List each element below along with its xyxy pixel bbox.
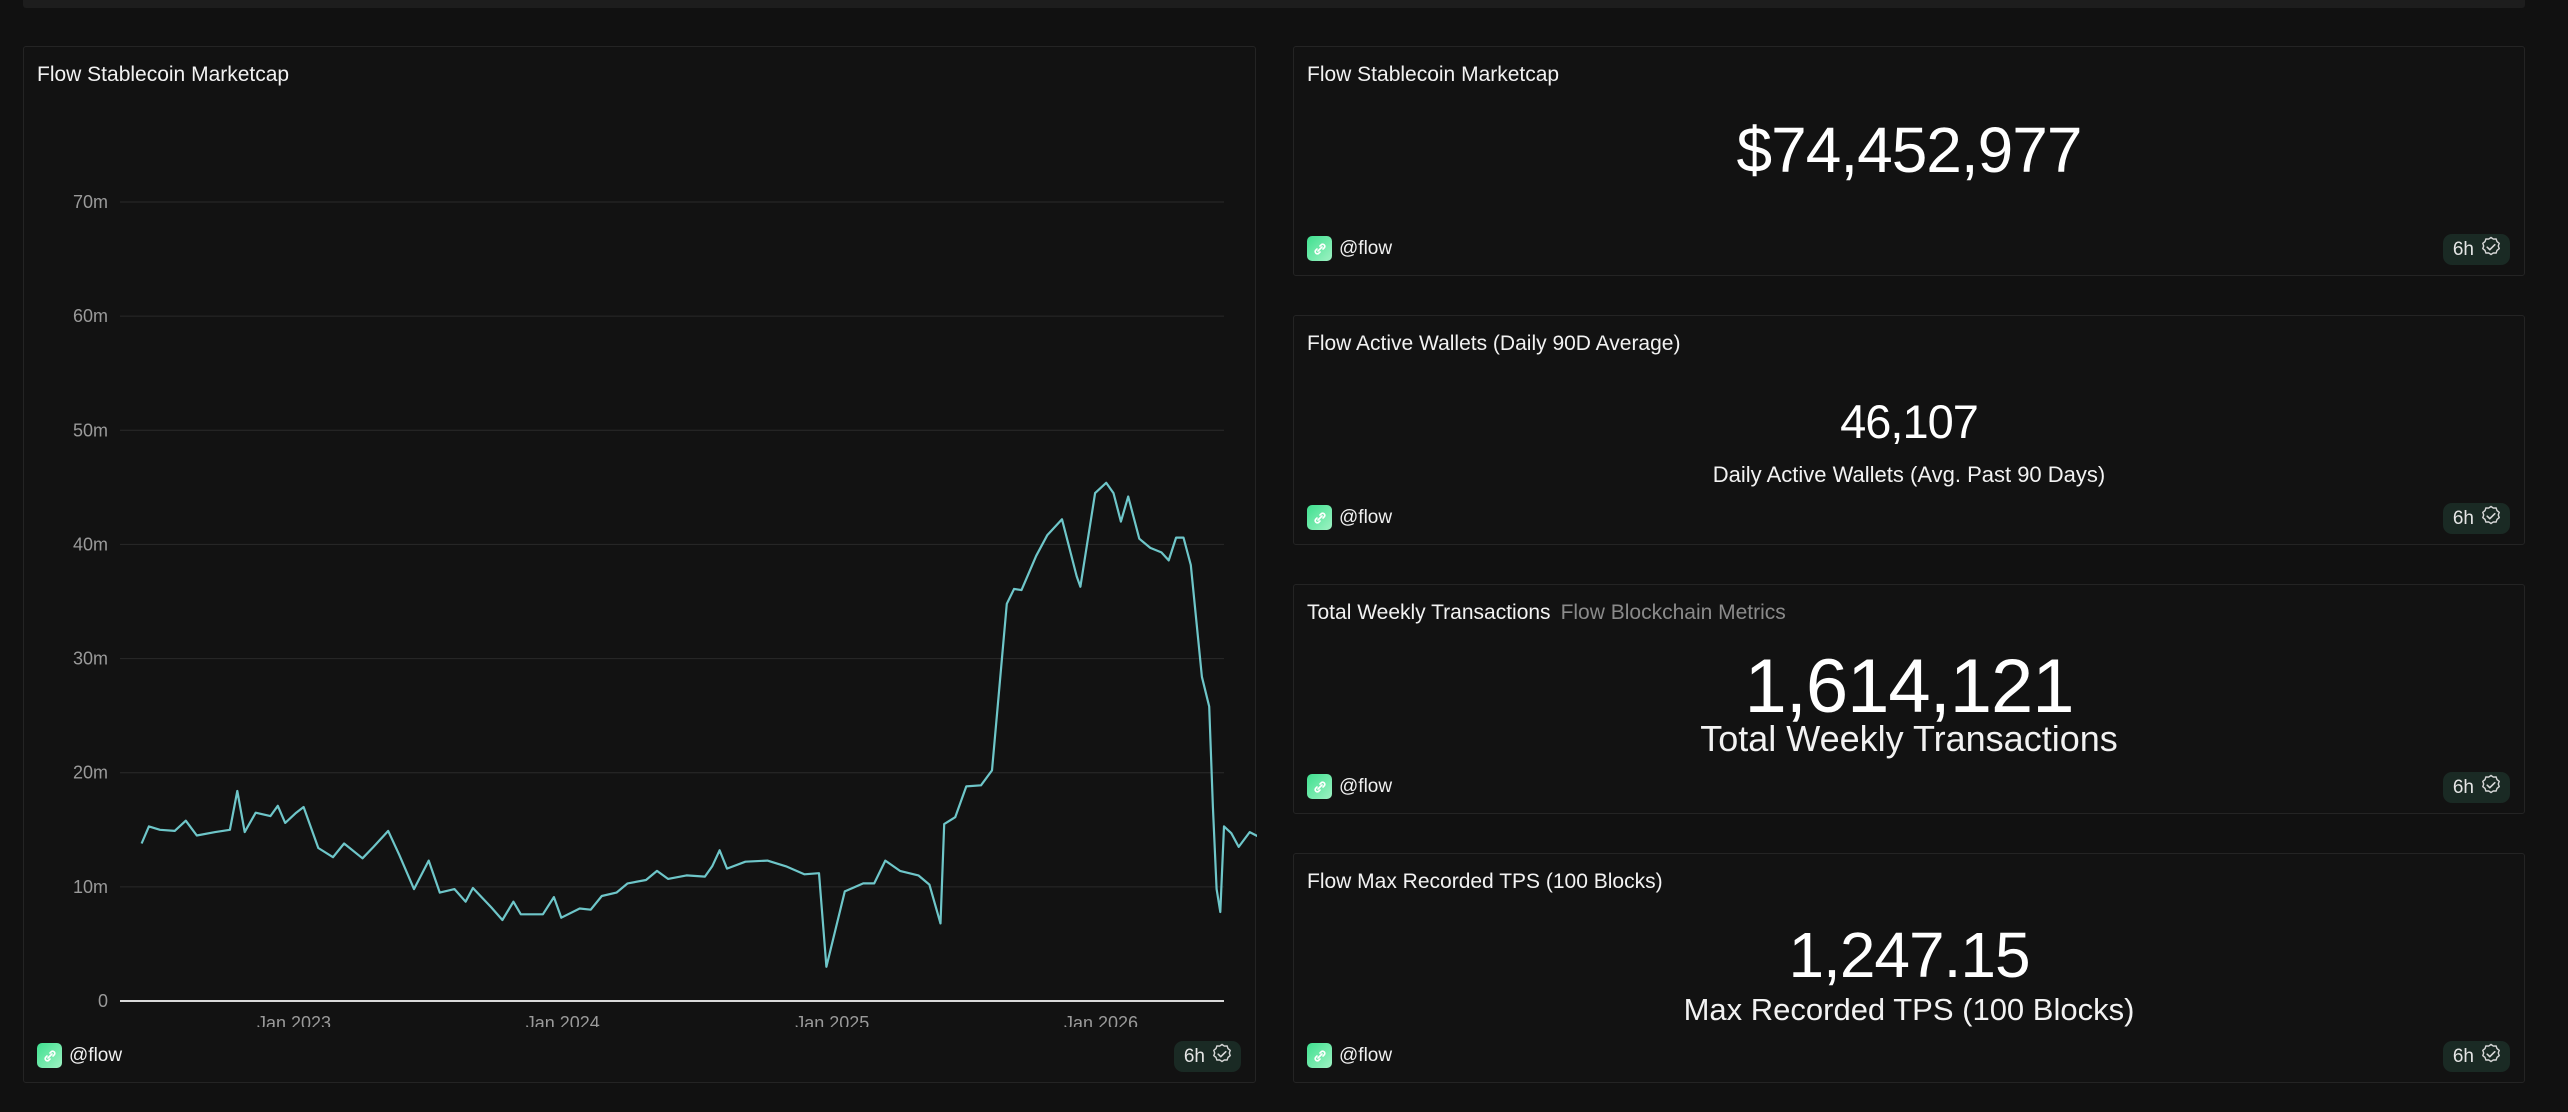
author-handle: @flow <box>1339 1044 1393 1066</box>
y-tick-label: 0 <box>98 991 108 1011</box>
refresh-badge[interactable]: 6h <box>1173 1041 1241 1072</box>
y-tick-label: 40m <box>73 534 108 554</box>
verified-check-icon <box>2480 236 2502 264</box>
stat-card-max-tps: Flow Max Recorded TPS (100 Blocks) 1,247… <box>1293 853 2525 1083</box>
stat-value: 1,614,121 <box>1744 644 2074 729</box>
author-link[interactable]: @flow <box>37 1043 122 1068</box>
stat-caption: Total Weekly Transactions <box>1700 718 2118 759</box>
card-title: Total Weekly Transactions Flow Blockchain… <box>1307 601 1786 625</box>
card-title-text: Flow Stablecoin Marketcap <box>1307 63 1560 86</box>
flow-link-icon <box>1307 1043 1332 1068</box>
y-tick-label: 30m <box>73 649 108 669</box>
author-link[interactable]: @flow <box>1307 1043 1392 1068</box>
verified-check-icon <box>2480 774 2502 802</box>
refresh-interval: 6h <box>2452 776 2474 798</box>
author-link[interactable]: @flow <box>1307 774 1392 799</box>
card-title: Flow Active Wallets (Daily 90D Average) <box>1307 332 1680 356</box>
stat-caption: Daily Active Wallets (Avg. Past 90 Days) <box>1712 462 2106 487</box>
stat-value: 46,107 <box>1840 395 1979 448</box>
flow-link-icon <box>1307 505 1332 530</box>
refresh-interval: 6h <box>1183 1045 1205 1067</box>
refresh-badge[interactable]: 6h <box>2442 772 2510 803</box>
author-handle: @flow <box>1339 237 1393 259</box>
card-title: Flow Max Recorded TPS (100 Blocks) <box>1307 870 1663 894</box>
author-handle: @flow <box>1339 506 1393 528</box>
x-tick-label: Jan 2024 <box>526 1013 600 1027</box>
refresh-interval: 6h <box>2452 238 2474 260</box>
card-title-text: Flow Active Wallets (Daily 90D Average) <box>1307 332 1681 355</box>
verified-check-icon <box>2480 505 2502 533</box>
stat-caption: Max Recorded TPS (100 Blocks) <box>1683 992 2135 1027</box>
author-handle: @flow <box>1339 775 1393 797</box>
refresh-badge[interactable]: 6h <box>2442 503 2510 534</box>
top-bar <box>23 0 2525 8</box>
card-subtitle: Flow Blockchain Metrics <box>1560 601 1786 624</box>
refresh-badge[interactable]: 6h <box>2442 234 2510 265</box>
refresh-interval: 6h <box>2452 507 2474 529</box>
verified-check-icon <box>2480 1043 2502 1071</box>
y-tick-label: 50m <box>73 420 108 440</box>
y-tick-label: 20m <box>73 763 108 783</box>
card-title-text: Total Weekly Transactions <box>1307 601 1551 624</box>
author-handle: @flow <box>69 1044 123 1066</box>
series-line <box>140 481 1257 968</box>
y-tick-label: 60m <box>73 306 108 326</box>
y-tick-label: 70m <box>73 192 108 212</box>
flow-link-icon <box>37 1043 62 1068</box>
y-tick-label: 10m <box>73 877 108 897</box>
stat-card-weekly-transactions: Total Weekly Transactions Flow Blockchain… <box>1293 584 2525 814</box>
x-tick-label: Jan 2023 <box>257 1013 331 1027</box>
x-tick-label: Jan 2026 <box>1064 1013 1138 1027</box>
x-tick-label: Jan 2025 <box>795 1013 869 1027</box>
card-title-text: Flow Max Recorded TPS (100 Blocks) <box>1307 870 1663 893</box>
author-link[interactable]: @flow <box>1307 236 1392 261</box>
stat-value: 1,247.15 <box>1788 919 2030 991</box>
author-link[interactable]: @flow <box>1307 505 1392 530</box>
flow-link-icon <box>1307 774 1332 799</box>
card-title: Flow Stablecoin Marketcap <box>1307 63 1559 87</box>
refresh-interval: 6h <box>2452 1045 2474 1067</box>
refresh-badge[interactable]: 6h <box>2442 1041 2510 1072</box>
flow-link-icon <box>1307 236 1332 261</box>
verified-check-icon <box>1211 1043 1233 1071</box>
chart-title: Flow Stablecoin Marketcap <box>37 63 290 86</box>
stat-card-active-wallets: Flow Active Wallets (Daily 90D Average) … <box>1293 315 2525 545</box>
chart-card: Flow Stablecoin Marketcap 0 10m 20m 30m 40m 5… <box>23 46 1257 1083</box>
stat-card-marketcap: Flow Stablecoin Marketcap $74,452,977 @f… <box>1293 46 2525 276</box>
stablecoin-line-chart[interactable]: 0 10m 20m 30m 40m 50m 60m 70m Jan 2023 Jan 2024 Ja… <box>24 47 1257 1027</box>
stat-value: $74,452,977 <box>1736 114 2083 186</box>
